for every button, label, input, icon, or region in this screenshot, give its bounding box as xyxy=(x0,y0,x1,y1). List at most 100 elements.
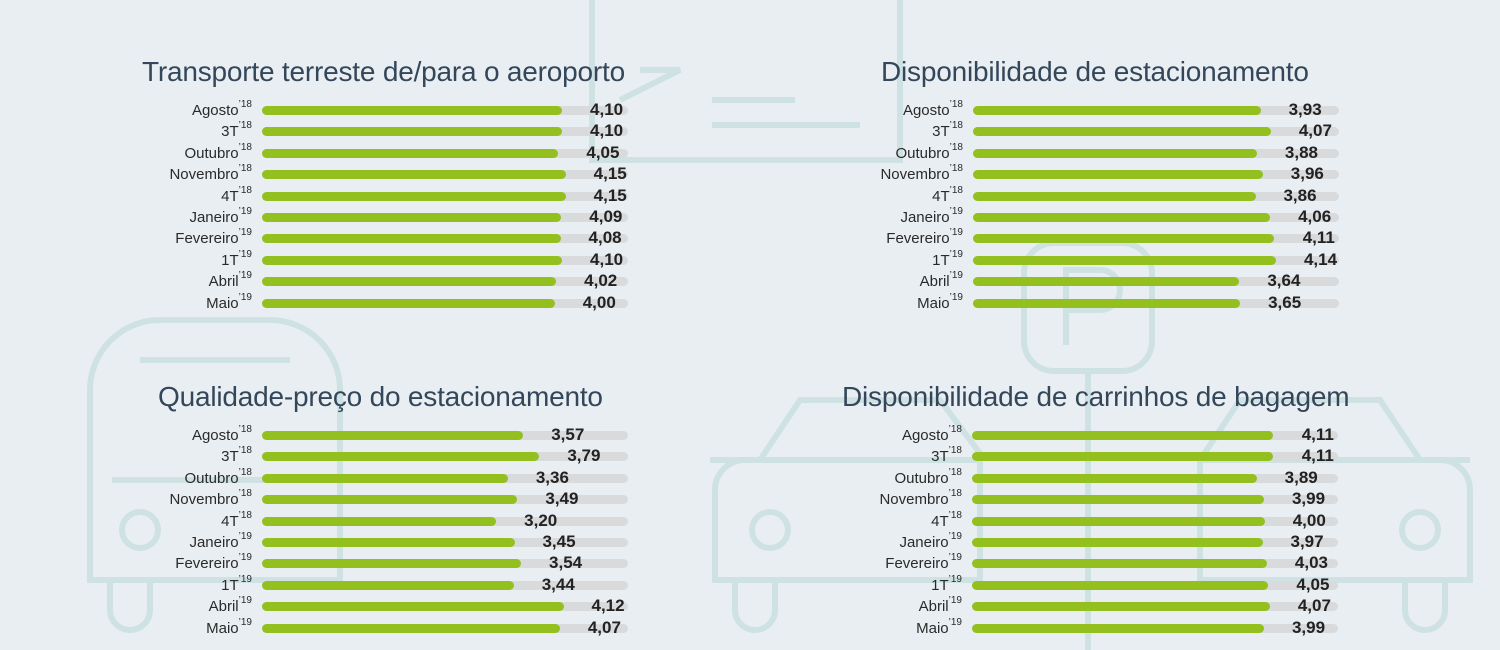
value-label: 4,11 xyxy=(1302,228,1335,248)
bar xyxy=(262,623,560,633)
bar-track xyxy=(972,495,1338,505)
bar-row: Novembro’18 3,96 xyxy=(853,163,1413,185)
bar-row: Novembro’18 4,15 xyxy=(142,163,702,185)
value-label: 4,09 xyxy=(589,206,623,226)
bar-track xyxy=(972,537,1338,547)
category-name: 3T xyxy=(931,448,949,466)
category-name: 1T xyxy=(932,251,950,269)
category-year: ’18 xyxy=(948,424,962,435)
bar-row: 4T’18 3,86 xyxy=(853,185,1413,207)
category-label: Novembro’18 xyxy=(169,488,252,508)
category-label: Maio’19 xyxy=(917,291,963,312)
bar-row: Agosto’18 3,93 xyxy=(853,99,1413,121)
bar-row: 1T’19 4,05 xyxy=(852,574,1412,596)
category-year: ’18 xyxy=(948,466,962,478)
value-label: 4,00 xyxy=(582,292,616,312)
category-year: ’18 xyxy=(238,141,252,153)
bar-track xyxy=(973,170,1339,180)
bar-row: 4T’18 3,20 xyxy=(142,510,702,532)
category-name: Abril xyxy=(918,598,949,616)
car-icon xyxy=(1197,397,1473,633)
category-label: Maio’19 xyxy=(206,616,252,637)
category-label: Agosto’18 xyxy=(191,424,252,444)
bar-row: 3T’18 3,79 xyxy=(142,445,702,467)
category-name: Abril xyxy=(208,273,239,291)
category-year: ’18 xyxy=(948,509,962,521)
bar-row: Abril’19 4,12 xyxy=(142,595,702,617)
category-year: ’19 xyxy=(948,595,962,607)
category-name: Agosto xyxy=(191,427,239,444)
bar xyxy=(262,106,563,115)
bar xyxy=(973,255,1277,265)
bar xyxy=(262,559,522,569)
bar-track xyxy=(262,537,628,547)
bar-track xyxy=(262,170,628,180)
category-name: Outubro xyxy=(894,469,949,487)
category-name: Abril xyxy=(208,598,239,616)
category-year: ’18 xyxy=(238,445,252,457)
category-label: 3T’18 xyxy=(221,120,252,140)
bar-track xyxy=(973,148,1339,158)
category-label: 4T’18 xyxy=(931,509,962,530)
bar xyxy=(262,431,524,440)
bar-row: Abril’19 4,07 xyxy=(852,595,1412,617)
bar xyxy=(262,298,555,308)
category-name: Novembro xyxy=(879,491,949,509)
category-name: 4T xyxy=(221,187,239,205)
category-year: ’18 xyxy=(238,184,252,196)
bar xyxy=(972,623,1265,633)
bar-track xyxy=(262,234,628,244)
category-label: 1T’19 xyxy=(931,574,962,594)
category-year: ’19 xyxy=(238,616,252,628)
bar xyxy=(262,452,540,462)
category-label: Janeiro’19 xyxy=(900,206,963,226)
bar-row: 3T’18 4,10 xyxy=(142,120,702,142)
category-label: Agosto’18 xyxy=(902,99,963,119)
value-label: 3,45 xyxy=(542,531,576,551)
bar-track xyxy=(972,602,1338,612)
bar-row: Fevereiro’19 4,11 xyxy=(853,227,1413,249)
category-name: 3T xyxy=(221,448,239,466)
bar-track xyxy=(972,559,1338,569)
category-name: Outubro xyxy=(184,144,239,162)
category-name: Fevereiro xyxy=(885,555,949,573)
bar-row: Fevereiro’19 3,54 xyxy=(142,552,702,574)
bar-track xyxy=(262,191,628,201)
bar-track xyxy=(972,431,1338,440)
bar-track xyxy=(973,277,1339,287)
bar xyxy=(262,537,515,547)
bar-row: Outubro’18 3,89 xyxy=(852,466,1412,489)
category-name: Agosto xyxy=(902,102,950,119)
category-year: ’19 xyxy=(238,530,252,542)
bar-row: Outubro’18 3,88 xyxy=(853,142,1413,164)
category-year: ’19 xyxy=(949,227,963,239)
bar xyxy=(262,234,561,244)
category-year: ’19 xyxy=(948,530,962,542)
chart-title: Disponibilidade de estacionamento xyxy=(881,56,1309,87)
bar-row: Novembro’18 3,49 xyxy=(142,488,702,510)
category-year: ’19 xyxy=(238,573,252,585)
category-name: Fevereiro xyxy=(175,555,239,573)
value-label: 4,02 xyxy=(584,271,618,291)
category-name: 4T xyxy=(932,187,950,205)
category-name: Outubro xyxy=(184,469,239,487)
category-label: 1T’19 xyxy=(221,249,252,269)
category-label: Abril’19 xyxy=(208,595,252,616)
value-label: 3,96 xyxy=(1290,164,1324,184)
category-label: Novembro’18 xyxy=(879,488,962,509)
category-year: ’19 xyxy=(949,270,963,282)
category-label: Outubro’18 xyxy=(895,142,963,162)
chart-rows: Agosto’18 4,11 3T’18 4,11 Outubro’18 3,89 Nove… xyxy=(852,424,1412,639)
category-year: ’19 xyxy=(949,291,963,303)
category-year: ’18 xyxy=(948,488,962,500)
bar-track xyxy=(972,473,1338,483)
category-name: Maio xyxy=(917,294,950,312)
category-label: Novembro’18 xyxy=(880,163,963,183)
chart-rows: Agosto’18 4,10 3T’18 4,10 Outubro’18 4,05 Nove… xyxy=(142,99,702,314)
category-year: ’19 xyxy=(949,248,963,260)
bar xyxy=(262,580,514,590)
bar xyxy=(262,170,566,180)
value-label: 3,54 xyxy=(549,553,583,573)
bar-track xyxy=(262,298,628,308)
bar-row: 1T’19 3,44 xyxy=(142,573,702,596)
